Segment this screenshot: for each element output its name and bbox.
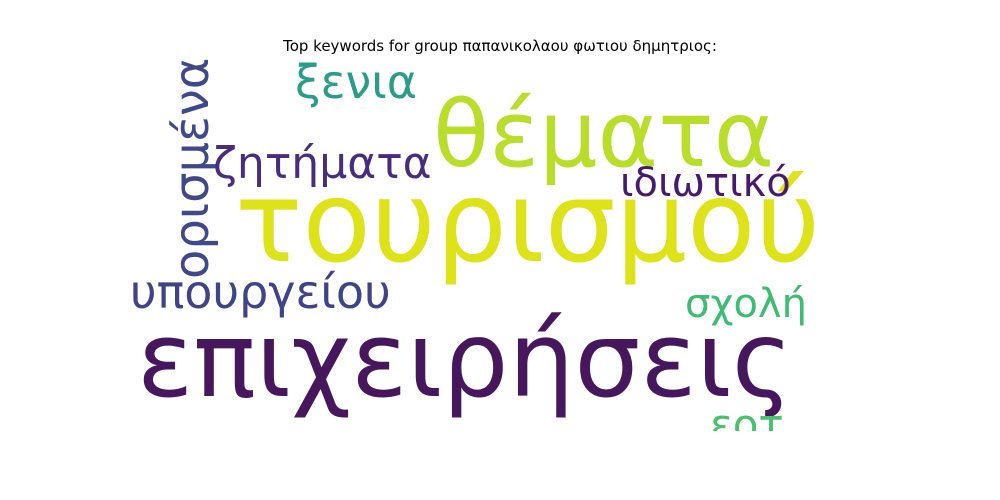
word-0: τουρισμού [235,158,820,288]
word-3: ορισμένα [164,58,220,279]
word-5: ζητήματα [213,138,432,189]
word-2: θέματα [433,81,774,188]
word-7: υπουργείου [130,265,391,319]
word-4: ξενια [295,56,417,109]
word-8: σχολή [685,281,807,327]
word-1: επιχειρήσεις [137,299,793,421]
word-9: εοτ [710,400,784,431]
wordcloud: τουρισμού επιχειρήσεις θέματα ορισμένα ξενια… [125,55,875,449]
figure-title: Top keywords for group παπανικολαου φωτι… [283,37,717,55]
word-6: ιδιωτικό [620,160,791,206]
